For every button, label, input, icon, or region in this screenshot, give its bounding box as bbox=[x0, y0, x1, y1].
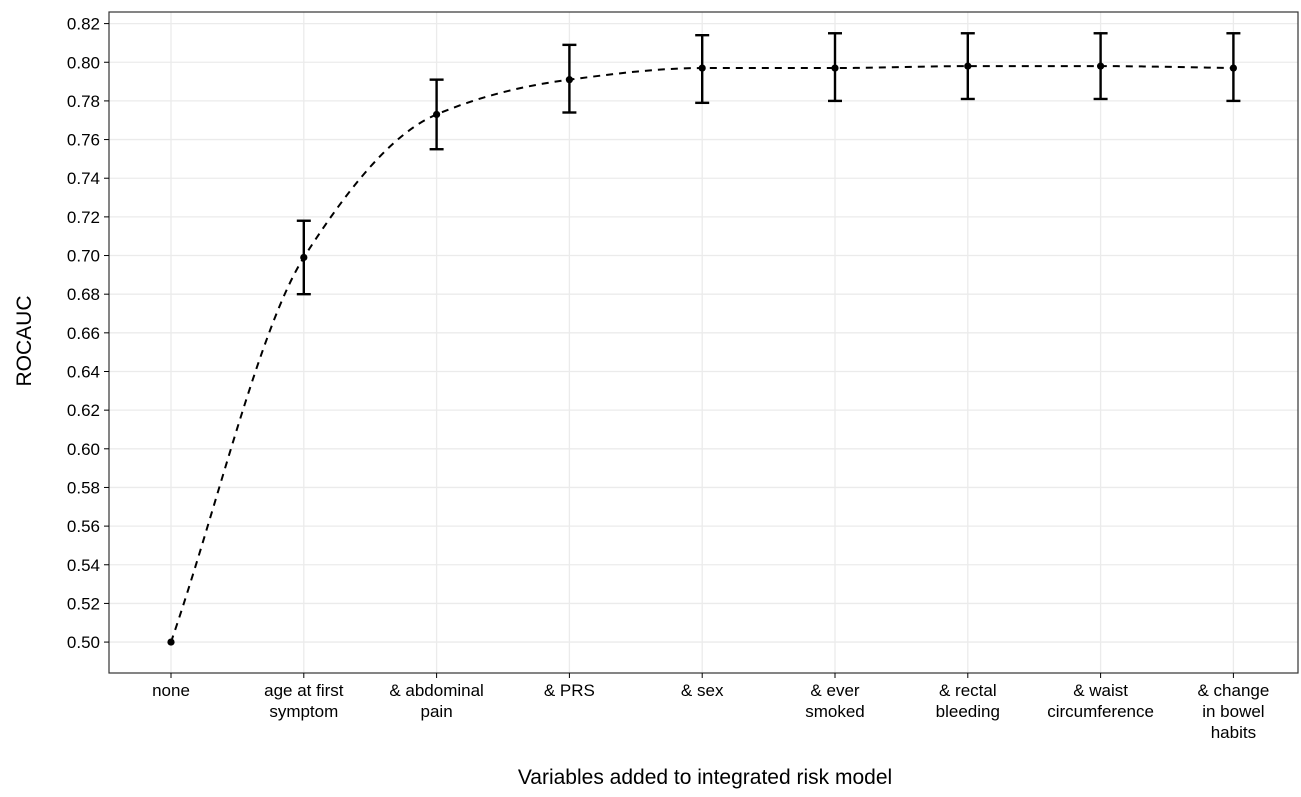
series-line bbox=[170, 65, 1234, 643]
x-tick-label: & rectal bleeding bbox=[936, 681, 1000, 721]
y-tick-label: 0.54 bbox=[67, 556, 100, 575]
plot-border bbox=[108, 11, 1299, 674]
y-tick-label: 0.58 bbox=[67, 478, 100, 497]
y-tick-label: 0.50 bbox=[67, 633, 100, 652]
series-trend-line bbox=[170, 65, 1234, 643]
data-point bbox=[565, 76, 574, 84]
data-point bbox=[1097, 62, 1105, 70]
data-point bbox=[167, 638, 175, 646]
data-points bbox=[167, 62, 1237, 646]
y-tick-label: 0.52 bbox=[67, 594, 100, 613]
grid-lines bbox=[109, 12, 1298, 673]
x-tick-label: & change in bowel habits bbox=[1197, 681, 1269, 742]
y-tick-label: 0.72 bbox=[67, 208, 100, 227]
y-axis-title: ROCAUC bbox=[13, 295, 36, 386]
y-tick-label: 0.78 bbox=[67, 92, 100, 111]
x-axis-ticks: none age at first symptom & abdominal pain & … bbox=[152, 673, 1269, 742]
y-tick-label: 0.82 bbox=[67, 15, 100, 34]
x-axis-title: Variables added to integrated risk model bbox=[518, 766, 892, 789]
x-tick-label: & abdominal pain bbox=[389, 681, 484, 721]
data-point bbox=[300, 253, 308, 262]
y-tick-label: 0.80 bbox=[67, 53, 100, 72]
y-tick-label: 0.70 bbox=[67, 247, 100, 266]
x-tick-label: & waist circumference bbox=[1047, 681, 1154, 721]
data-point bbox=[1229, 64, 1237, 72]
y-axis-ticks: 0.50 0.52 0.54 0.56 0.58 0.60 0.62 0.64 0.66 0.68… bbox=[67, 15, 109, 652]
x-tick-label: none bbox=[152, 681, 190, 700]
data-point bbox=[698, 64, 706, 72]
y-tick-label: 0.74 bbox=[67, 169, 100, 188]
data-point bbox=[831, 64, 839, 72]
data-point bbox=[433, 110, 441, 119]
y-tick-label: 0.60 bbox=[67, 440, 100, 459]
y-tick-label: 0.68 bbox=[67, 285, 100, 304]
x-tick-label: age at first symptom bbox=[264, 681, 344, 721]
data-point bbox=[964, 62, 972, 70]
y-tick-label: 0.62 bbox=[67, 401, 100, 420]
x-tick-label: & ever smoked bbox=[805, 681, 865, 721]
x-tick-label: & sex bbox=[681, 681, 724, 700]
x-tick-label: & PRS bbox=[544, 681, 595, 700]
y-tick-label: 0.66 bbox=[67, 324, 100, 343]
y-tick-label: 0.56 bbox=[67, 517, 100, 536]
plot-frame bbox=[108, 11, 1299, 674]
y-tick-label: 0.64 bbox=[67, 362, 100, 381]
y-tick-label: 0.76 bbox=[67, 131, 100, 150]
